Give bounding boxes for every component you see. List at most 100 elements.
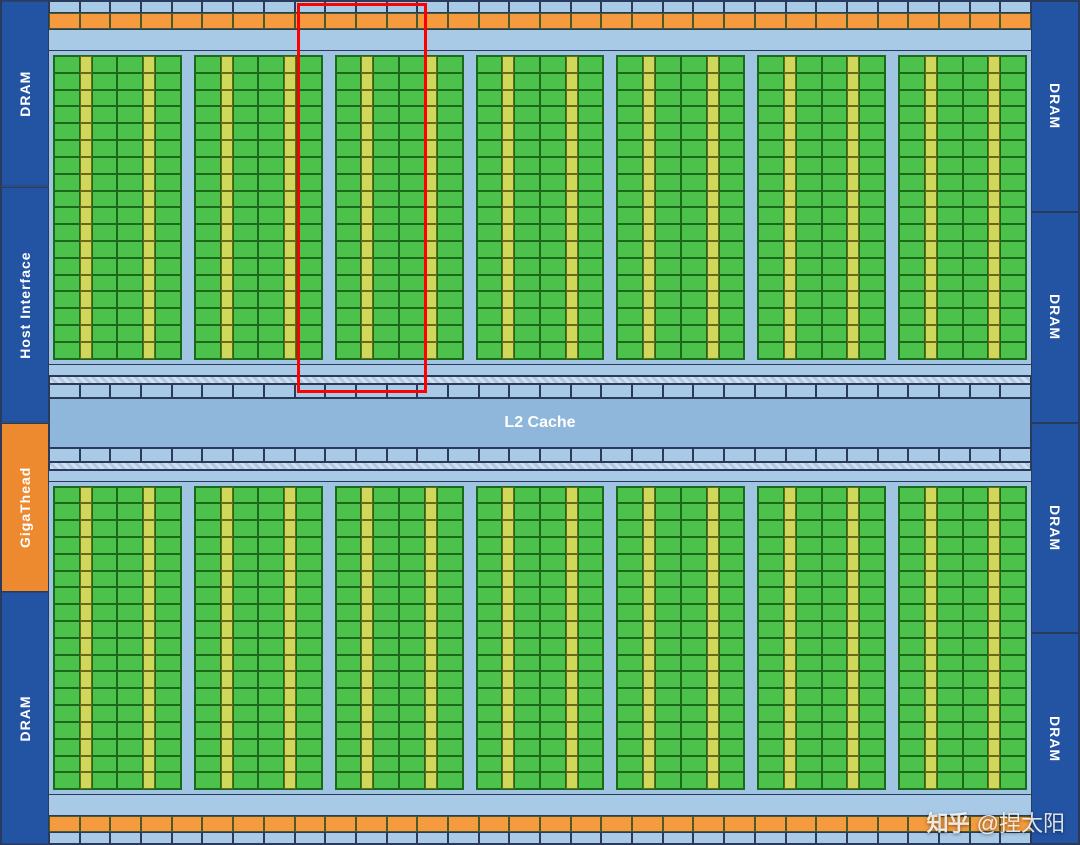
tensor-core <box>425 258 437 275</box>
cuda-core <box>796 275 822 292</box>
cuda-core <box>859 503 885 520</box>
tensor-core <box>221 604 233 621</box>
interconnect-cell <box>110 384 141 398</box>
tensor-core <box>988 772 1000 789</box>
cuda-core <box>1000 56 1026 73</box>
cuda-core <box>963 722 989 739</box>
cuda-core <box>681 487 707 504</box>
tensor-core <box>80 56 92 73</box>
cuda-core <box>336 722 362 739</box>
tensor-core <box>847 224 859 241</box>
cuda-core <box>514 722 540 739</box>
tensor-core <box>284 705 296 722</box>
cuda-core <box>514 503 540 520</box>
cuda-core <box>399 191 425 208</box>
tensor-core <box>361 174 373 191</box>
orange-cell <box>571 816 602 832</box>
cuda-core <box>155 587 181 604</box>
cuda-column <box>296 487 322 790</box>
cuda-core <box>540 258 566 275</box>
cuda-core <box>540 308 566 325</box>
interconnect-cell <box>141 1 172 13</box>
interconnect-cell <box>172 384 203 398</box>
tensor-core <box>80 207 92 224</box>
cuda-core <box>92 756 118 773</box>
cuda-core <box>822 688 848 705</box>
cuda-core <box>296 554 322 571</box>
tensor-core <box>707 503 719 520</box>
gpu-chip-diagram: DRAM Host Interface GigaThead DRAM L2 Ca… <box>0 0 1080 845</box>
cuda-core <box>195 722 221 739</box>
interconnect-cell <box>816 448 847 462</box>
cuda-core <box>258 587 284 604</box>
interconnect-cell <box>479 384 510 398</box>
cuda-core <box>233 520 259 537</box>
cuda-core <box>758 739 784 756</box>
cuda-column <box>155 487 181 790</box>
cuda-column <box>195 487 221 790</box>
cuda-core <box>195 772 221 789</box>
tensor-core <box>707 241 719 258</box>
tensor-core <box>502 638 514 655</box>
cuda-column <box>54 56 80 359</box>
tensor-core <box>284 224 296 241</box>
cuda-core <box>54 756 80 773</box>
tensor-core <box>988 258 1000 275</box>
cuda-core <box>373 90 399 107</box>
cuda-core <box>296 756 322 773</box>
cuda-core <box>336 756 362 773</box>
cuda-core <box>195 90 221 107</box>
cuda-core <box>373 688 399 705</box>
cuda-core <box>540 174 566 191</box>
interconnect-cell <box>110 1 141 13</box>
cuda-core <box>233 722 259 739</box>
tensor-core <box>361 325 373 342</box>
cuda-core <box>233 140 259 157</box>
cuda-core <box>617 207 643 224</box>
cuda-core <box>758 655 784 672</box>
tensor-core <box>925 688 937 705</box>
tensor-core <box>784 739 796 756</box>
tensor-core <box>847 241 859 258</box>
orange-cell <box>509 13 540 29</box>
sm-subblock <box>758 56 821 359</box>
cuda-core <box>373 739 399 756</box>
cuda-core <box>719 123 745 140</box>
cuda-core <box>195 291 221 308</box>
right-block-dram-3: DRAM <box>1031 633 1079 844</box>
tensor-core <box>988 275 1000 292</box>
tensor-core <box>707 587 719 604</box>
tensor-core <box>425 554 437 571</box>
sm-block <box>616 55 745 360</box>
tensor-core <box>707 621 719 638</box>
tensor-core <box>425 772 437 789</box>
tensor-core <box>566 174 578 191</box>
tensor-core <box>425 655 437 672</box>
cuda-core <box>258 157 284 174</box>
cuda-core <box>233 275 259 292</box>
tensor-core <box>361 140 373 157</box>
cuda-core <box>296 224 322 241</box>
tensor-core <box>643 241 655 258</box>
cuda-core <box>655 587 681 604</box>
cuda-core <box>758 342 784 359</box>
cuda-core <box>258 655 284 672</box>
cuda-core <box>117 621 143 638</box>
cuda-core <box>937 571 963 588</box>
cuda-core <box>899 342 925 359</box>
cuda-core <box>117 587 143 604</box>
cuda-core <box>617 157 643 174</box>
cuda-core <box>373 342 399 359</box>
tensor-core <box>361 671 373 688</box>
cuda-core <box>336 772 362 789</box>
tensor-core <box>925 655 937 672</box>
interconnect-cell <box>571 448 602 462</box>
cuda-core <box>796 520 822 537</box>
tensor-core <box>988 739 1000 756</box>
cuda-column <box>617 487 643 790</box>
cuda-core <box>540 756 566 773</box>
orange-cell <box>632 13 663 29</box>
cuda-core <box>437 191 463 208</box>
tensor-core <box>284 520 296 537</box>
cuda-core <box>822 342 848 359</box>
